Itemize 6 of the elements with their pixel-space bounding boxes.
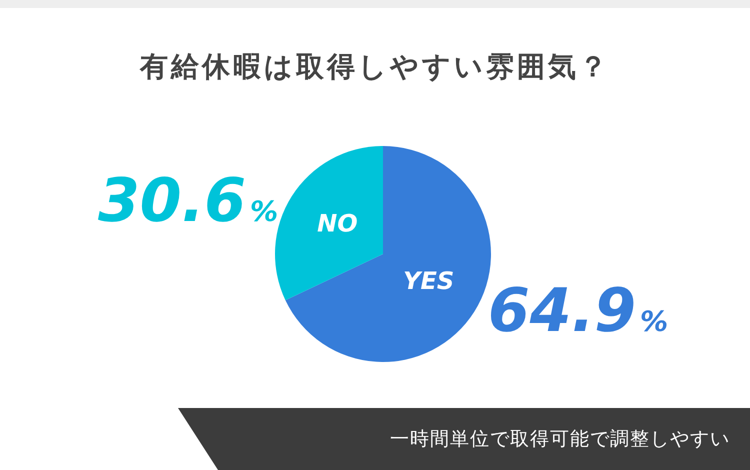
chart-title: 有給休暇は取得しやすい雰囲気？ (138, 49, 611, 85)
data-label: 64.9% (488, 276, 668, 346)
text: 一時間単位で取得可能で調整しやすい (389, 427, 730, 452)
slice-label: YES (403, 267, 454, 296)
data-label: 30.6% (98, 166, 278, 236)
slice-label: NO (317, 209, 358, 238)
